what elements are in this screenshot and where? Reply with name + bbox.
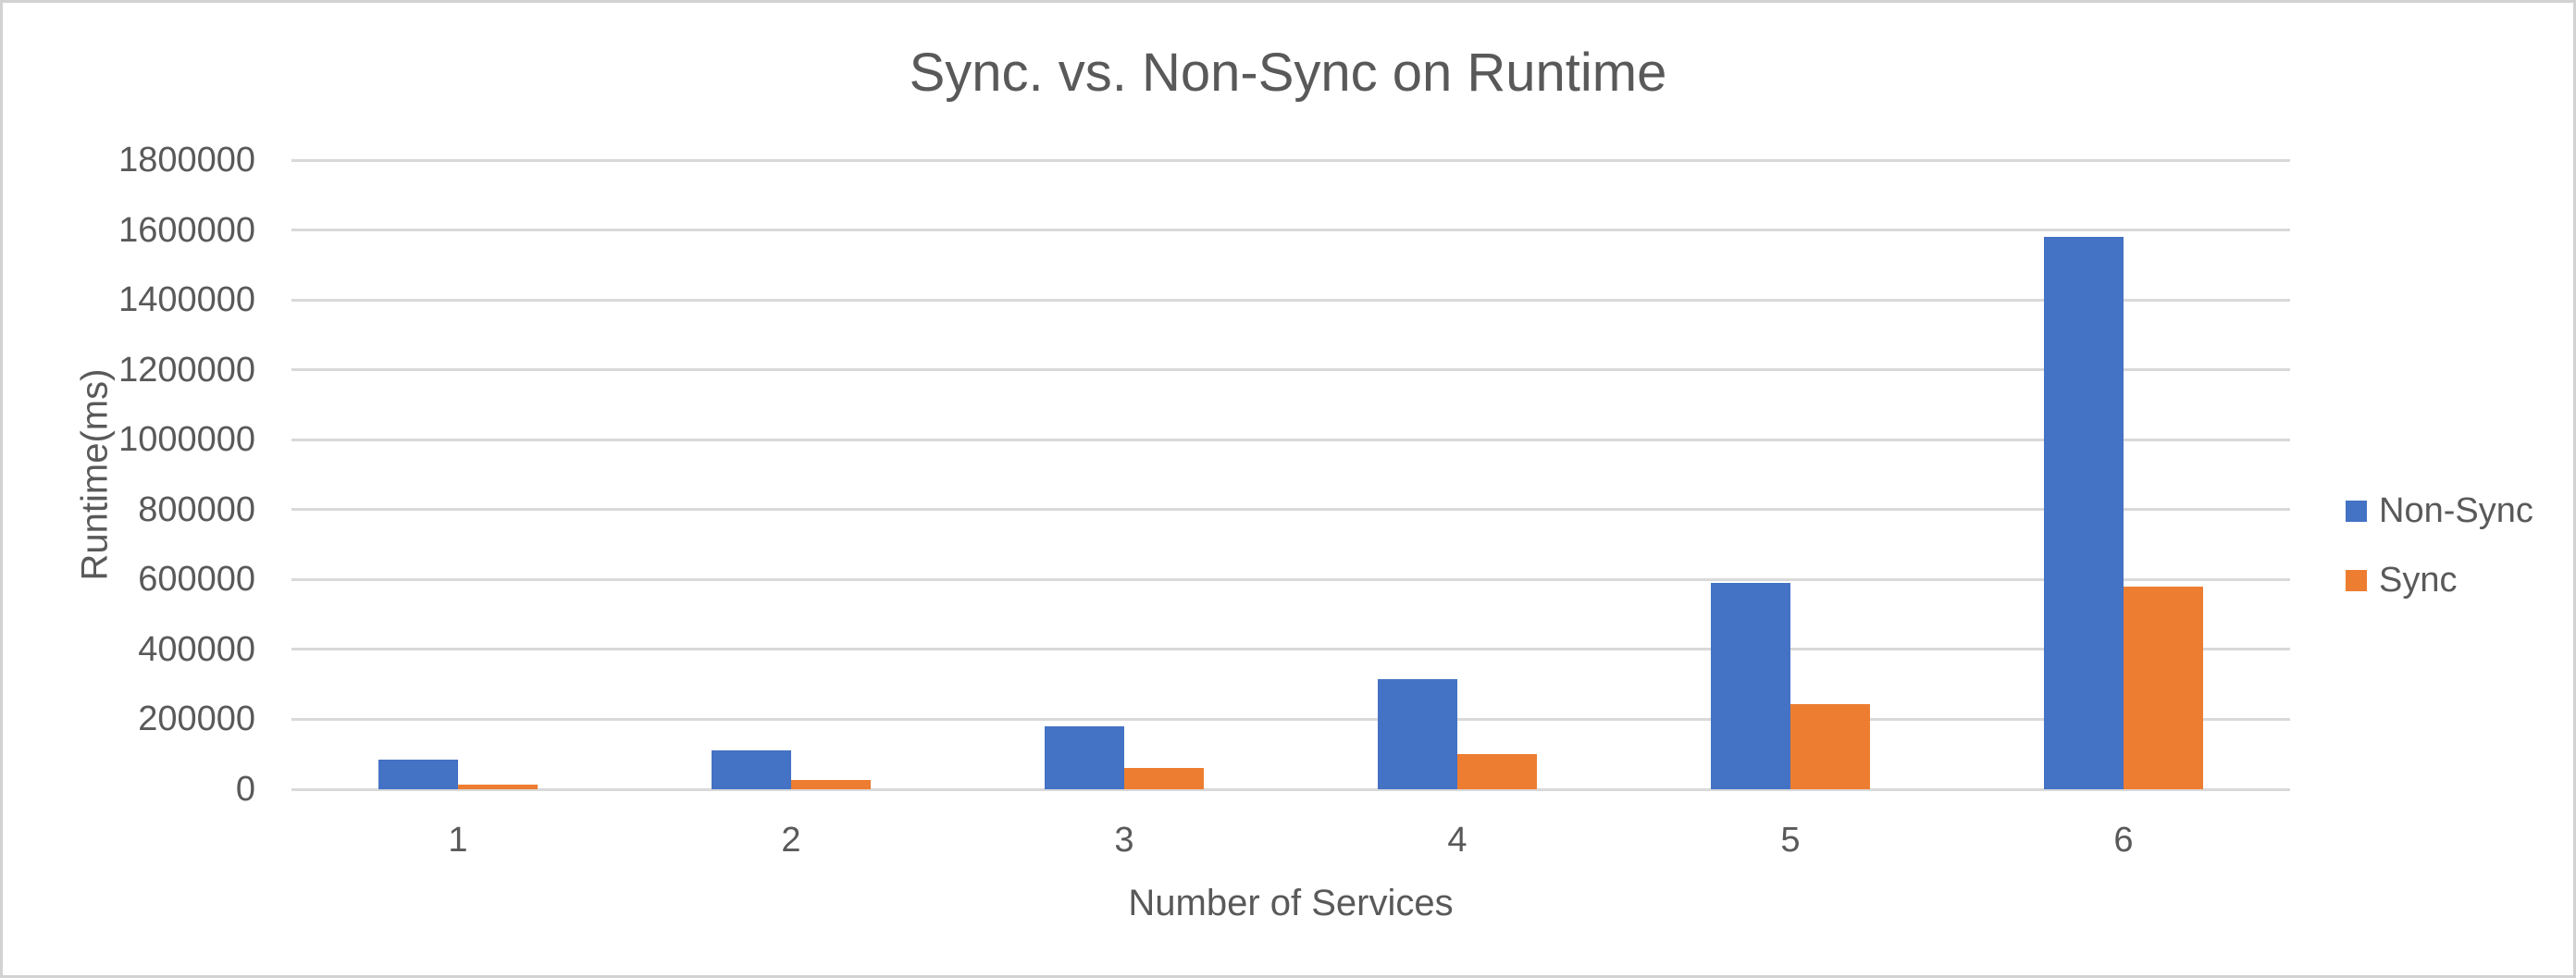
legend: Non-Sync Sync	[2346, 488, 2533, 626]
bar-sync-2	[791, 779, 871, 789]
bar-non-sync-2	[712, 750, 791, 789]
gridline-0	[291, 787, 2290, 791]
y-tick-label-600000: 600000	[138, 560, 255, 600]
legend-swatch-non-sync	[2346, 500, 2367, 522]
y-tick-label-1400000: 1400000	[118, 280, 255, 320]
bar-non-sync-5	[1711, 583, 1790, 789]
legend-swatch-sync	[2346, 569, 2367, 591]
bar-non-sync-6	[2044, 237, 2124, 789]
bar-sync-3	[1124, 767, 1204, 789]
legend-item-non-sync: Non-Sync	[2346, 488, 2533, 534]
bar-non-sync-3	[1045, 726, 1124, 789]
bar-sync-1	[458, 785, 538, 789]
gridline-1600000	[291, 229, 2290, 232]
x-tick-label-5: 5	[1780, 821, 1801, 860]
bar-non-sync-1	[378, 759, 458, 789]
x-axis-title: Number of Services	[1128, 883, 1454, 923]
gridline-1200000	[291, 368, 2290, 372]
x-tick-label-1: 1	[448, 821, 468, 860]
y-tick-label-1200000: 1200000	[118, 350, 255, 390]
x-tick-label-4: 4	[1447, 821, 1468, 860]
gridline-1000000	[291, 438, 2290, 441]
bar-non-sync-4	[1378, 679, 1457, 789]
bar-sync-6	[2124, 586, 2203, 789]
y-axis-title: Runtime(ms)	[74, 368, 116, 581]
bar-sync-5	[1790, 704, 1870, 789]
y-tick-label-1000000: 1000000	[118, 420, 255, 460]
gridline-200000	[291, 717, 2290, 721]
gridline-1400000	[291, 298, 2290, 302]
gridline-400000	[291, 648, 2290, 651]
y-tick-label-200000: 200000	[138, 699, 255, 739]
gridline-1800000	[291, 158, 2290, 162]
y-tick-label-1600000: 1600000	[118, 210, 255, 250]
chart-title: Sync. vs. Non-Sync on Runtime	[909, 43, 1667, 103]
x-tick-label-2: 2	[781, 821, 801, 860]
legend-item-sync: Sync	[2346, 557, 2533, 603]
y-tick-label-800000: 800000	[138, 489, 255, 529]
x-tick-label-6: 6	[2113, 821, 2134, 860]
x-tick-label-3: 3	[1114, 821, 1134, 860]
gridline-600000	[291, 577, 2290, 581]
legend-label-sync: Sync	[2379, 560, 2458, 600]
y-tick-label-400000: 400000	[138, 629, 255, 669]
gridline-800000	[291, 508, 2290, 512]
y-tick-label-1800000: 1800000	[118, 141, 255, 180]
legend-label-non-sync: Non-Sync	[2379, 490, 2533, 530]
bar-sync-4	[1457, 754, 1537, 789]
y-tick-label-0: 0	[235, 770, 255, 809]
